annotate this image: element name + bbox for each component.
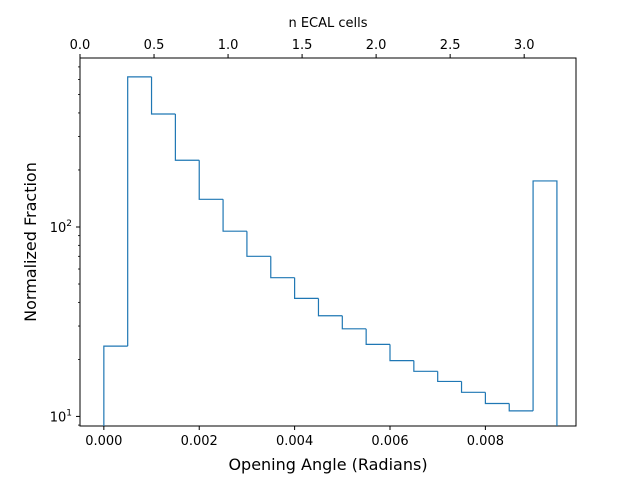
histogram-bin xyxy=(103,345,128,426)
histogram-bin xyxy=(150,76,176,115)
y-axis-left: 101 102 xyxy=(50,66,80,426)
histogram-bin xyxy=(460,381,486,393)
x-axis-top: 0.0 0.5 1.0 1.5 2.0 2.5 3.0 xyxy=(70,38,535,58)
x-tick-label: 0.008 xyxy=(467,434,504,449)
x2-tick-label: 3.0 xyxy=(514,38,535,53)
histogram-bin xyxy=(341,315,367,330)
histogram-bin xyxy=(246,231,271,257)
x2-tick-label: 1.5 xyxy=(292,38,313,53)
histogram-bin xyxy=(270,256,295,279)
x-tick-label: 0.006 xyxy=(371,434,408,449)
histogram-bin xyxy=(317,298,343,317)
histogram-bins xyxy=(103,76,558,426)
x2-tick-label: 2.5 xyxy=(440,38,461,53)
histogram-bin xyxy=(174,113,200,161)
x2-tick-label: 0.5 xyxy=(144,38,165,53)
x2-tick-label: 0.0 xyxy=(70,38,91,53)
histogram-bin xyxy=(365,328,390,345)
x-tick-label: 0.000 xyxy=(85,434,122,449)
histogram-bin xyxy=(437,371,462,383)
y-axis-title: Normalized Fraction xyxy=(21,162,40,322)
x2-tick-label: 2.0 xyxy=(366,38,387,53)
plot-area xyxy=(79,57,577,427)
x-tick-label: 0.004 xyxy=(276,434,313,449)
histogram-bin xyxy=(508,403,534,412)
x2-tick-label: 1.0 xyxy=(218,38,239,53)
x-axis-title: Opening Angle (Radians) xyxy=(228,455,427,474)
histogram-bin xyxy=(532,180,558,426)
histogram-bin xyxy=(389,344,414,362)
x-tick-label: 0.002 xyxy=(181,434,218,449)
histogram-bin xyxy=(198,160,224,200)
histogram-bin xyxy=(222,199,247,232)
top-axis-title: n ECAL cells xyxy=(288,16,367,31)
histogram-bin xyxy=(484,392,510,405)
histogram-bin xyxy=(127,76,152,347)
y-tick-label: 102 xyxy=(50,219,72,236)
x-axis-bottom: 0.000 0.002 0.004 0.006 0.008 xyxy=(85,426,504,449)
y-tick-label: 101 xyxy=(50,408,72,425)
histogram-bin xyxy=(413,360,438,372)
histogram-bin xyxy=(294,277,319,299)
